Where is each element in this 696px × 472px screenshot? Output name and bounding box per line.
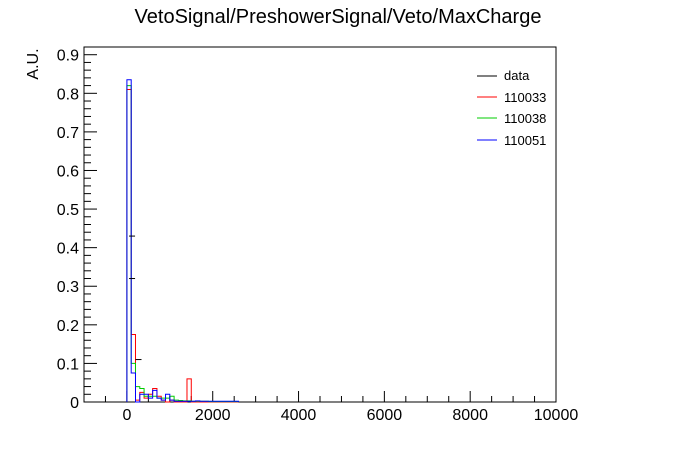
x-tick-label: 0 bbox=[122, 407, 131, 424]
legend-item-data: data bbox=[477, 68, 530, 83]
y-tick-label: 0.2 bbox=[57, 318, 79, 335]
y-tick-label: 0 bbox=[70, 395, 79, 412]
y-tick-label: 0.8 bbox=[57, 86, 79, 103]
legend-item-110033: 110033 bbox=[477, 90, 546, 105]
legend-label-110051: 110051 bbox=[504, 133, 546, 148]
y-tick-label: 0.5 bbox=[57, 202, 79, 219]
x-tick-label: 4000 bbox=[281, 407, 317, 424]
legend-label-data: data bbox=[504, 68, 530, 83]
y-tick-label: 0.7 bbox=[57, 125, 79, 142]
histogram-series-110051 bbox=[126, 79, 239, 403]
y-tick-label: 0.6 bbox=[57, 163, 79, 180]
plot-frame bbox=[83, 46, 557, 403]
legend-label-110033: 110033 bbox=[504, 90, 546, 105]
histogram-series bbox=[126, 79, 239, 403]
y-tick-label: 0.9 bbox=[57, 48, 79, 65]
x-tick-label: 10000 bbox=[534, 407, 579, 424]
chart-title: VetoSignal/PreshowerSignal/Veto/MaxCharg… bbox=[135, 6, 542, 28]
histogram-series-110038 bbox=[126, 85, 239, 403]
legend: data 110033 110038 110051 bbox=[477, 68, 546, 148]
legend-label-110038: 110038 bbox=[504, 111, 546, 126]
y-tick-label: 0.4 bbox=[57, 241, 79, 258]
histogram-series-110033 bbox=[126, 88, 239, 403]
y-tick-label: 0.3 bbox=[57, 279, 79, 296]
x-tick-label: 8000 bbox=[452, 407, 488, 424]
legend-item-110051: 110051 bbox=[477, 133, 546, 148]
data-points bbox=[129, 235, 142, 361]
y-tick-label: 0.1 bbox=[57, 356, 79, 373]
legend-item-110038: 110038 bbox=[477, 111, 546, 126]
y-axis-title: A.U. bbox=[25, 48, 42, 79]
x-axis: 0 2000 4000 6000 8000 10000 bbox=[104, 391, 579, 424]
x-tick-label: 2000 bbox=[195, 407, 231, 424]
y-axis: 0 0.1 0.2 0.3 0.4 0.5 0.6 0.7 0.8 0.9 bbox=[57, 48, 97, 412]
x-tick-label: 6000 bbox=[367, 407, 403, 424]
